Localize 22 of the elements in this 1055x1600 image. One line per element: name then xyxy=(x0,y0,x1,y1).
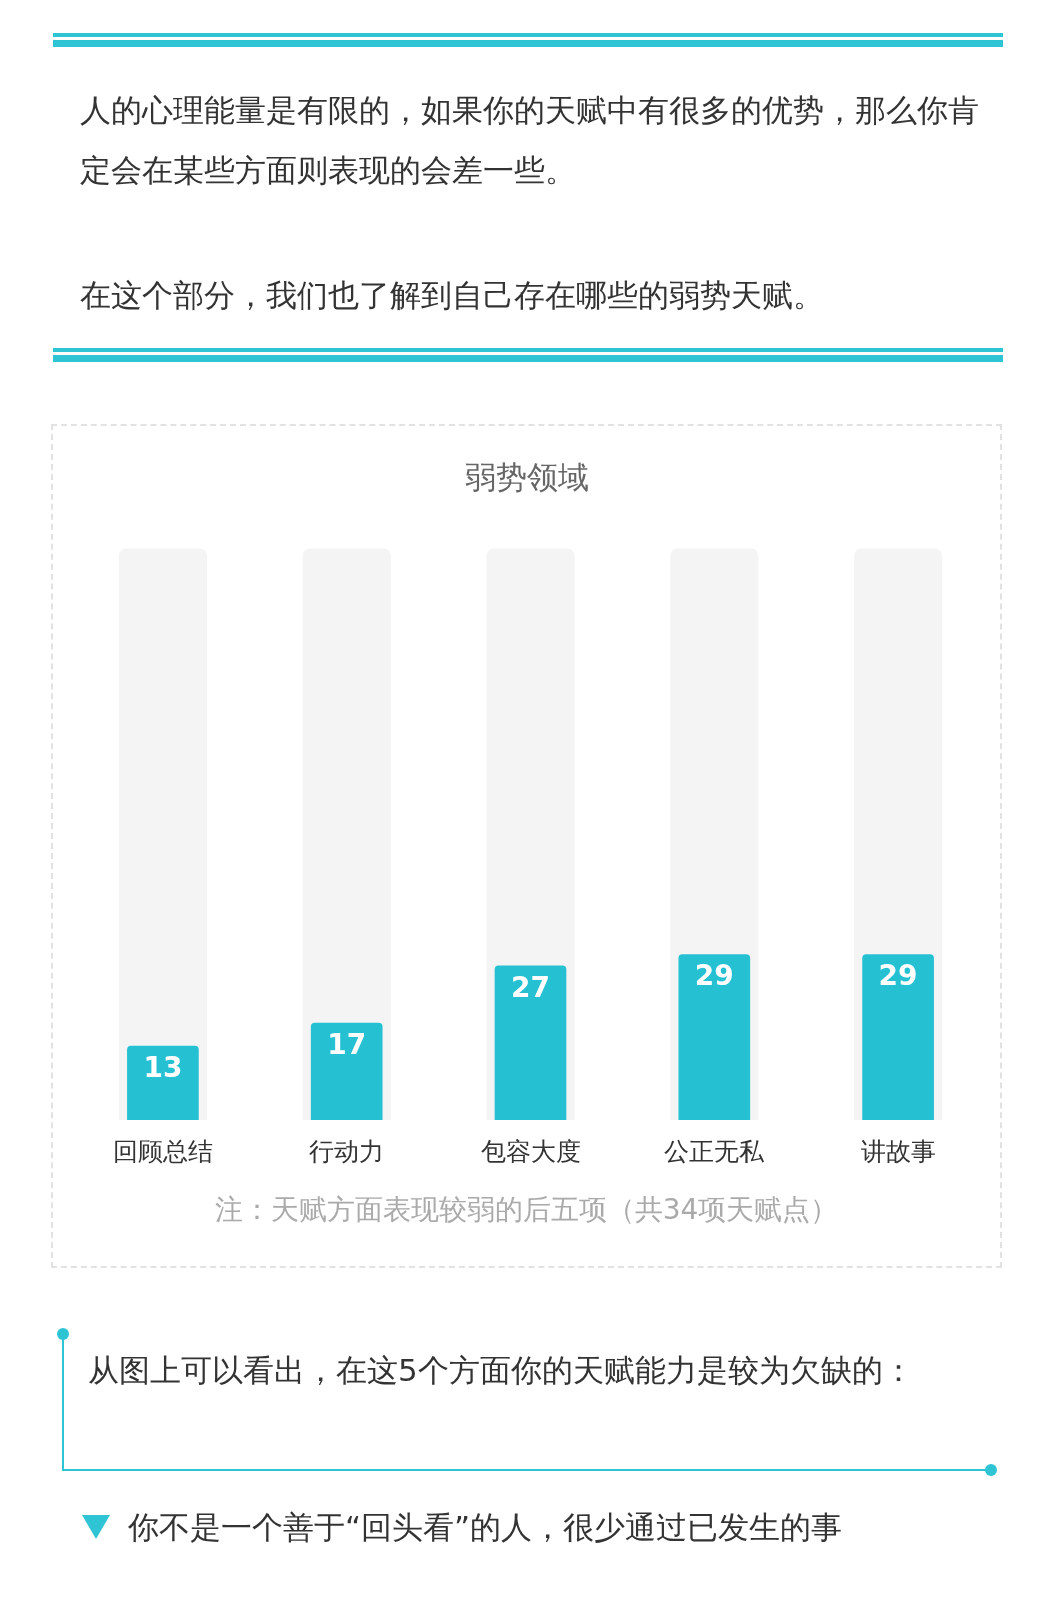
text: 你不是一个善于“回头看”的人，很少通过已发生的事 xyxy=(128,1508,844,1547)
x-tick-label: 包容大度 xyxy=(480,1136,581,1166)
text: 在这个部分，我们也了解到自己存在哪些的弱势天赋。 xyxy=(80,276,825,315)
x-tick-label: 回顾总结 xyxy=(112,1136,213,1166)
bar xyxy=(678,954,751,1120)
data-label: 29 xyxy=(878,959,918,993)
data-label: 27 xyxy=(511,970,550,1004)
bar xyxy=(862,954,934,1120)
text: 人的心理能量是有限的，如果你的天赋中有很多的优势，那么你肯定会在某些方面则表现的会差一些。 xyxy=(80,91,980,190)
bar xyxy=(494,965,567,1120)
text: 从图上可以看出，在这5个方面你的天赋能力是较为欠缺的： xyxy=(88,1351,915,1390)
x-tick-label: 讲故事 xyxy=(860,1136,936,1166)
data-label: 13 xyxy=(143,1050,183,1084)
bar xyxy=(118,548,208,1120)
text: 注：天赋方面表现较弱的后五项（共34项天赋点） xyxy=(213,1192,840,1228)
bar xyxy=(310,1022,383,1120)
chart-title: 弱势领域 xyxy=(464,458,589,495)
bar xyxy=(127,1045,199,1120)
x-tick-label: 行动力 xyxy=(309,1136,385,1166)
data-label: 29 xyxy=(694,959,734,993)
x-tick-label: 公正无私 xyxy=(664,1136,766,1166)
data-label: 17 xyxy=(327,1028,367,1062)
